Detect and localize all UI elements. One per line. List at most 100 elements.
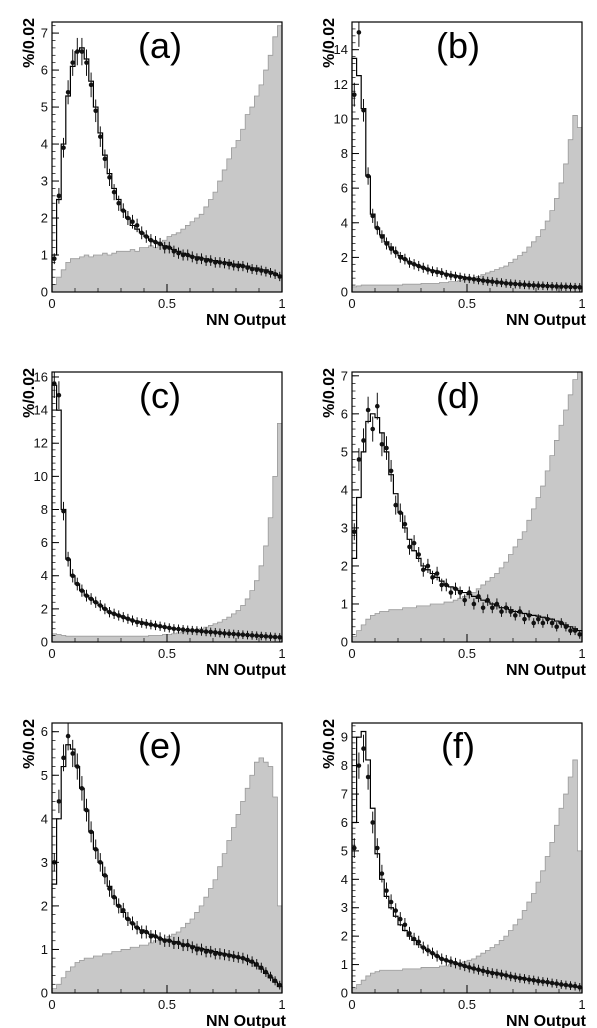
y-axis-title: %/0.02	[321, 368, 338, 418]
y-tick-label: 7	[41, 26, 48, 41]
data-point	[194, 947, 200, 952]
data-point	[407, 260, 412, 265]
data-point	[93, 846, 98, 852]
data-point	[444, 582, 449, 588]
data-point	[503, 281, 509, 286]
y-tick-label: 5	[41, 768, 48, 783]
data-point	[536, 978, 541, 984]
data-point	[176, 626, 181, 632]
data-point	[176, 940, 181, 946]
data-point	[577, 285, 582, 290]
y-tick-label: 0	[341, 635, 348, 650]
panel-label: (d)	[436, 375, 480, 416]
y-tick-label: 9	[341, 730, 348, 745]
data-point	[522, 976, 527, 982]
data-point	[157, 936, 163, 941]
x-tick-label: 0	[48, 997, 55, 1012]
y-tick-label: 1	[341, 957, 348, 972]
data-point	[259, 965, 264, 971]
data-point	[180, 627, 186, 632]
data-point	[148, 237, 154, 243]
data-point	[254, 961, 259, 967]
y-tick-label: 8	[341, 758, 348, 773]
y-tick-label: 7	[341, 368, 348, 383]
data-point	[148, 622, 154, 627]
data-point	[272, 634, 278, 640]
data-point	[379, 234, 385, 239]
x-tick-label: 0.5	[158, 296, 176, 311]
data-point	[421, 567, 426, 573]
x-tick-label: 0.5	[458, 296, 476, 311]
data-point	[84, 60, 89, 65]
data-point	[93, 108, 98, 114]
data-point	[56, 392, 62, 398]
data-point	[162, 245, 167, 250]
data-point	[471, 601, 477, 607]
data-point	[549, 620, 555, 626]
data-point	[490, 279, 495, 284]
data-point	[171, 626, 177, 632]
data-point	[222, 260, 227, 266]
y-tick-label: 2	[341, 558, 348, 573]
data-point	[471, 966, 477, 971]
data-point	[277, 982, 283, 988]
data-point	[134, 619, 140, 625]
data-point	[467, 965, 472, 970]
data-point	[56, 193, 62, 199]
data-point	[485, 969, 491, 975]
data-point	[236, 632, 241, 637]
data-point	[554, 284, 559, 289]
y-tick-label: 0	[341, 285, 348, 300]
data-point	[208, 949, 213, 954]
x-tick-label: 0.5	[158, 646, 176, 661]
data-point	[379, 441, 385, 447]
data-point	[480, 968, 486, 974]
x-tick-label: 0.5	[458, 997, 476, 1012]
x-axis-title: NN Output	[206, 312, 287, 329]
data-point	[508, 281, 513, 286]
data-point	[98, 603, 103, 608]
x-tick-label: 0.5	[458, 646, 476, 661]
data-point	[203, 949, 209, 954]
data-point	[157, 623, 163, 629]
data-point	[494, 971, 500, 976]
data-point	[226, 631, 232, 637]
data-point	[568, 284, 573, 290]
data-point	[411, 540, 417, 546]
data-point	[240, 955, 246, 961]
data-point	[79, 49, 85, 54]
signal-histogram	[51, 744, 283, 993]
data-point	[485, 597, 491, 603]
data-point	[245, 265, 250, 270]
data-point	[439, 582, 445, 588]
x-axis-title: NN Output	[206, 1013, 287, 1028]
data-point	[79, 588, 85, 593]
data-point	[56, 799, 62, 804]
data-point	[157, 241, 163, 247]
data-point	[213, 951, 218, 957]
data-point	[111, 611, 117, 617]
data-point	[70, 573, 75, 579]
data-point	[199, 628, 204, 634]
data-point	[375, 225, 380, 231]
data-point	[393, 249, 399, 255]
data-point	[517, 282, 523, 287]
x-tick-label: 1	[278, 997, 285, 1012]
data-point	[545, 283, 550, 289]
data-point	[84, 593, 89, 598]
data-point	[65, 89, 71, 95]
data-point	[213, 260, 218, 265]
data-point	[545, 616, 550, 622]
y-tick-label: 0	[41, 635, 48, 650]
y-tick-label: 16	[34, 369, 48, 384]
x-tick-label: 1	[578, 646, 585, 661]
data-point	[139, 929, 144, 935]
data-point	[102, 873, 108, 878]
data-point	[384, 888, 389, 893]
y-tick-label: 10	[334, 111, 348, 126]
data-point	[116, 613, 121, 618]
data-point	[434, 571, 440, 576]
data-point	[134, 223, 140, 228]
data-point	[554, 981, 559, 986]
